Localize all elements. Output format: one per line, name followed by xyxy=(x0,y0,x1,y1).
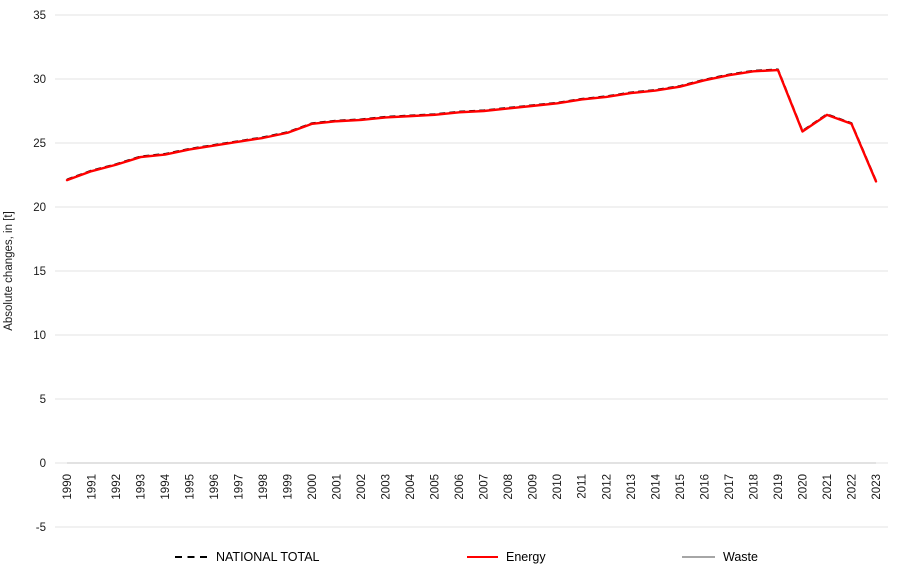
x-tick-label-1998: 1998 xyxy=(258,474,270,500)
y-tick-label--5: -5 xyxy=(36,522,46,534)
x-tick-label-2000: 2000 xyxy=(307,474,319,500)
x-tick-label-2018: 2018 xyxy=(748,474,760,500)
y-tick-label-10: 10 xyxy=(33,330,46,342)
x-tick-label-2023: 2023 xyxy=(871,474,883,500)
x-tick-label-1994: 1994 xyxy=(160,473,172,499)
x-tick-label-1996: 1996 xyxy=(209,474,221,500)
y-tick-label-30: 30 xyxy=(33,74,46,86)
y-axis-tick-labels: 35 30 25 20 15 10 5 0 -5 xyxy=(33,10,46,534)
x-tick-label-2015: 2015 xyxy=(675,474,687,500)
x-tick-label-2006: 2006 xyxy=(454,474,466,500)
energy-line xyxy=(65,68,878,183)
gray-line-swatch xyxy=(682,556,715,558)
y-tick-label-20: 20 xyxy=(33,202,46,214)
legend-item-waste: Waste xyxy=(682,546,758,568)
x-tick-label-2019: 2019 xyxy=(773,474,785,500)
x-tick-label-1999: 1999 xyxy=(283,474,295,500)
y-tick-label-5: 5 xyxy=(40,394,46,406)
y-tick-label-15: 15 xyxy=(33,266,46,278)
dashed-line-swatch xyxy=(175,555,207,559)
legend-label-waste: Waste xyxy=(723,550,758,564)
legend-label-national-total: NATIONAL TOTAL xyxy=(216,550,320,564)
x-tick-label-2001: 2001 xyxy=(332,474,344,500)
x-tick-label-2022: 2022 xyxy=(846,474,858,500)
national-total-line xyxy=(66,68,877,182)
x-tick-label-2002: 2002 xyxy=(356,474,368,500)
gridlines xyxy=(55,14,888,528)
legend-item-national-total: NATIONAL TOTAL xyxy=(175,546,320,568)
y-tick-label-25: 25 xyxy=(33,138,46,150)
red-line-swatch xyxy=(467,555,498,559)
chart-legend: NATIONAL TOTAL Energy Waste xyxy=(0,546,900,570)
x-tick-label-2008: 2008 xyxy=(503,474,515,500)
x-tick-label-2014: 2014 xyxy=(650,473,662,499)
x-axis-tick-labels: 1990 1991 1992 1993 1994 1995 1996 1997 1998 1999… xyxy=(62,473,883,499)
x-tick-label-1995: 1995 xyxy=(184,474,196,500)
x-tick-label-1997: 1997 xyxy=(234,474,246,500)
x-tick-label-2013: 2013 xyxy=(626,474,638,500)
x-tick-label-2017: 2017 xyxy=(724,474,736,500)
x-tick-label-2020: 2020 xyxy=(797,474,809,500)
x-tick-label-2005: 2005 xyxy=(430,474,442,500)
y-tick-label-35: 35 xyxy=(33,10,46,22)
x-tick-label-1991: 1991 xyxy=(86,474,98,500)
x-tick-label-1990: 1990 xyxy=(62,474,74,500)
x-tick-label-2021: 2021 xyxy=(822,474,834,500)
x-tick-label-2009: 2009 xyxy=(528,474,540,500)
y-axis-title: Absolute changes, in [t] xyxy=(3,211,15,331)
x-tick-label-2010: 2010 xyxy=(552,474,564,500)
x-tick-label-2003: 2003 xyxy=(381,474,393,500)
x-tick-label-2011: 2011 xyxy=(577,474,589,499)
x-tick-label-2016: 2016 xyxy=(699,474,711,500)
x-tick-label-2012: 2012 xyxy=(601,474,613,500)
x-tick-label-2007: 2007 xyxy=(479,474,491,500)
x-tick-label-2004: 2004 xyxy=(405,473,417,499)
data-series-lines xyxy=(65,68,878,464)
x-tick-label-1993: 1993 xyxy=(135,474,147,500)
legend-item-energy: Energy xyxy=(467,546,546,568)
y-tick-label-0: 0 xyxy=(40,458,46,470)
x-tick-label-1992: 1992 xyxy=(111,474,123,500)
legend-label-energy: Energy xyxy=(506,550,546,564)
